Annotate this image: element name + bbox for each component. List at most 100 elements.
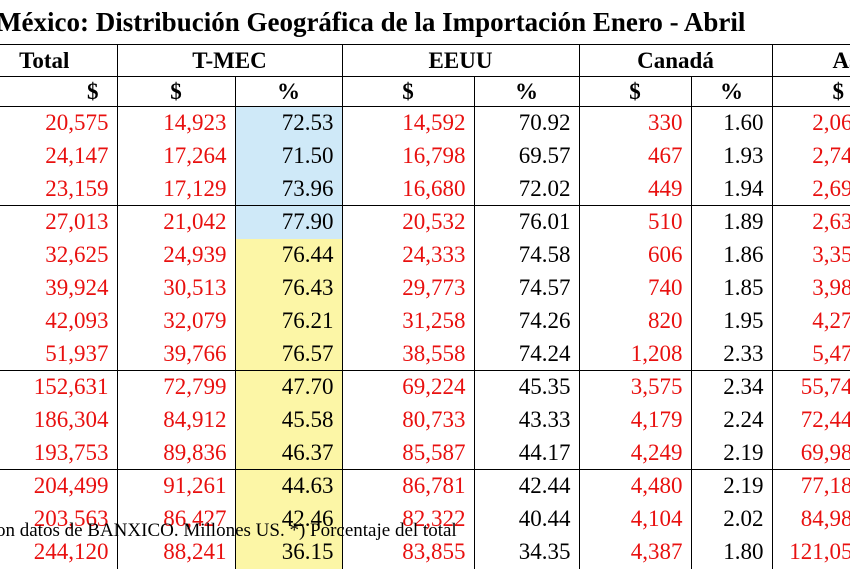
subheader-eeuu-amount: $: [341, 76, 474, 107]
canada-pct-cell: 2.02: [690, 502, 773, 536]
header-canada: Canadá: [578, 44, 773, 77]
canada-pct-cell: 2.19: [690, 469, 773, 503]
canada-pct-cell: 1.85: [690, 271, 773, 305]
canada-pct-cell: 1.86: [690, 238, 773, 272]
header-total: Total: [0, 44, 117, 77]
canada-amount-cell: 606: [578, 238, 691, 272]
asia-amount-cell: 2,630: [771, 205, 850, 239]
table-row: 152,631 72,799 47.70 69,224 45.35 3,575 …: [0, 370, 850, 404]
eeuu-amount-cell: 82,322: [341, 502, 474, 536]
tmec-pct-cell: 77.90: [234, 205, 342, 239]
header-asia: Asi: [771, 44, 850, 77]
tmec-amount-cell: 89,836: [116, 436, 235, 470]
eeuu-amount-cell: 16,798: [341, 139, 474, 173]
subheader-eeuu-pct: %: [473, 76, 579, 107]
table-row: 39,924 30,513 76.43 29,773 74.57 740 1.8…: [0, 271, 850, 305]
table-row: 24,147 17,264 71.50 16,798 69.57 467 1.9…: [0, 139, 850, 173]
canada-amount-cell: 4,104: [578, 502, 691, 536]
tmec-pct-cell: 76.57: [234, 337, 342, 371]
import-distribution-table: Total T-MEC EEUU Canadá Asi $ $ % $ % $ …: [0, 44, 850, 569]
canada-amount-cell: 3,575: [578, 370, 691, 404]
total-cell: 51,937: [45, 340, 109, 366]
asia-amount-cell: 4,273: [771, 304, 850, 338]
tmec-pct-cell: 47.70: [234, 370, 342, 404]
eeuu-amount-cell: 85,587: [341, 436, 474, 470]
canada-pct-cell: 2.19: [690, 436, 773, 470]
eeuu-pct-cell: 44.17: [473, 436, 579, 470]
table-row: 27,013 21,042 77.90 20,532 76.01 510 1.8…: [0, 205, 850, 239]
page-title: México: Distribución Geográfica de la Im…: [0, 7, 746, 37]
eeuu-pct-cell: 74.57: [473, 271, 579, 305]
total-cell: 42,093: [45, 308, 109, 333]
table-row: 20,575 14,923 72.53 14,592 70.92 330 1.6…: [0, 106, 850, 140]
eeuu-pct-cell: 70.92: [473, 106, 579, 140]
asia-amount-cell: 84,988: [771, 502, 850, 536]
total-cell: 186,304: [33, 407, 109, 432]
total-cell: 204,499: [0, 469, 117, 503]
eeuu-amount-cell: 38,558: [341, 337, 474, 371]
tmec-pct-cell: 72.53: [234, 106, 342, 140]
canada-pct-cell: 1.93: [690, 139, 773, 173]
canada-pct-cell: 2.34: [690, 370, 773, 404]
tmec-pct-cell: 76.21: [234, 304, 342, 338]
tmec-amount-cell: 14,923: [116, 106, 235, 140]
eeuu-amount-cell: 69,224: [341, 370, 474, 404]
tmec-pct-cell: 71.50: [234, 139, 342, 173]
tmec-pct-cell: 45.58: [234, 403, 342, 437]
total-cell: 23,159: [45, 175, 109, 201]
tmec-amount-cell: 86,427: [116, 502, 235, 536]
asia-amount-cell: 5,471: [771, 337, 850, 371]
eeuu-pct-cell: 72.02: [473, 172, 579, 206]
subheader-total-amount: $: [0, 76, 117, 107]
tmec-amount-cell: 72,799: [116, 370, 235, 404]
table-row: 32,625 24,939 76.44 24,333 74.58 606 1.8…: [0, 238, 850, 272]
asia-amount-cell: 69,981: [771, 436, 850, 470]
eeuu-pct-cell: 74.58: [473, 238, 579, 272]
tmec-amount-cell: 17,264: [116, 139, 235, 173]
tmec-pct-cell: 46.37: [234, 436, 342, 470]
canada-amount-cell: 4,179: [578, 403, 691, 437]
eeuu-amount-cell: 29,773: [341, 271, 474, 305]
eeuu-amount-cell: 80,733: [341, 403, 474, 437]
eeuu-pct-cell: 34.35: [473, 535, 579, 569]
asia-amount-cell: 77,188: [771, 469, 850, 503]
source-footnote: on datos de BANXICO. Millones US. *) Por…: [0, 520, 457, 541]
asia-amount-cell: 72,445: [771, 403, 850, 437]
table-row: 42,093 32,079 76.21 31,258 74.26 820 1.9…: [0, 304, 850, 338]
tmec-amount-cell: 84,912: [116, 403, 235, 437]
table-row: 186,304 84,912 45.58 80,733 43.33 4,179 …: [0, 403, 850, 437]
eeuu-pct-cell: 42.44: [473, 469, 579, 503]
tmec-amount-cell: 17,129: [116, 172, 235, 206]
eeuu-amount-cell: 86,781: [341, 469, 474, 503]
subheader-tmec-amount: $: [116, 76, 235, 107]
table-row: 193,753 89,836 46.37 85,587 44.17 4,249 …: [0, 436, 850, 470]
asia-amount-cell: 3,983: [771, 271, 850, 305]
canada-pct-cell: 1.95: [690, 304, 773, 338]
total-cell: 32,625: [45, 242, 109, 267]
asia-amount-cell: 2,690: [771, 172, 850, 206]
eeuu-amount-cell: 14,592: [341, 106, 474, 140]
canada-pct-cell: 1.60: [690, 106, 773, 140]
canada-amount-cell: 1,208: [578, 337, 691, 371]
canada-amount-cell: 4,480: [578, 469, 691, 503]
canada-amount-cell: 4,249: [578, 436, 691, 470]
tmec-pct-cell: 73.96: [234, 172, 342, 206]
header-tmec: T-MEC: [116, 44, 342, 77]
eeuu-pct-cell: 69.57: [473, 139, 579, 173]
eeuu-amount-cell: 16,680: [341, 172, 474, 206]
tmec-amount-cell: 24,939: [116, 238, 235, 272]
subheader-canada-amount: $: [578, 76, 691, 107]
canada-amount-cell: 4,387: [578, 535, 691, 569]
total-cell: 203,563: [33, 506, 109, 531]
subheader-tmec-pct: %: [234, 76, 342, 107]
eeuu-pct-cell: 74.26: [473, 304, 579, 338]
eeuu-pct-cell: 45.35: [473, 370, 579, 404]
canada-amount-cell: 510: [578, 205, 691, 239]
total-cell: 39,924: [45, 275, 109, 300]
table-row: 203,563 86,427 42.46 82,322 40.44 4,104 …: [0, 502, 850, 536]
tmec-amount-cell: 39,766: [116, 337, 235, 371]
canada-amount-cell: 449: [578, 172, 691, 206]
tmec-pct-cell: 42.46: [234, 502, 342, 536]
eeuu-amount-cell: 31,258: [341, 304, 474, 338]
asia-amount-cell: 55,746: [771, 370, 850, 404]
